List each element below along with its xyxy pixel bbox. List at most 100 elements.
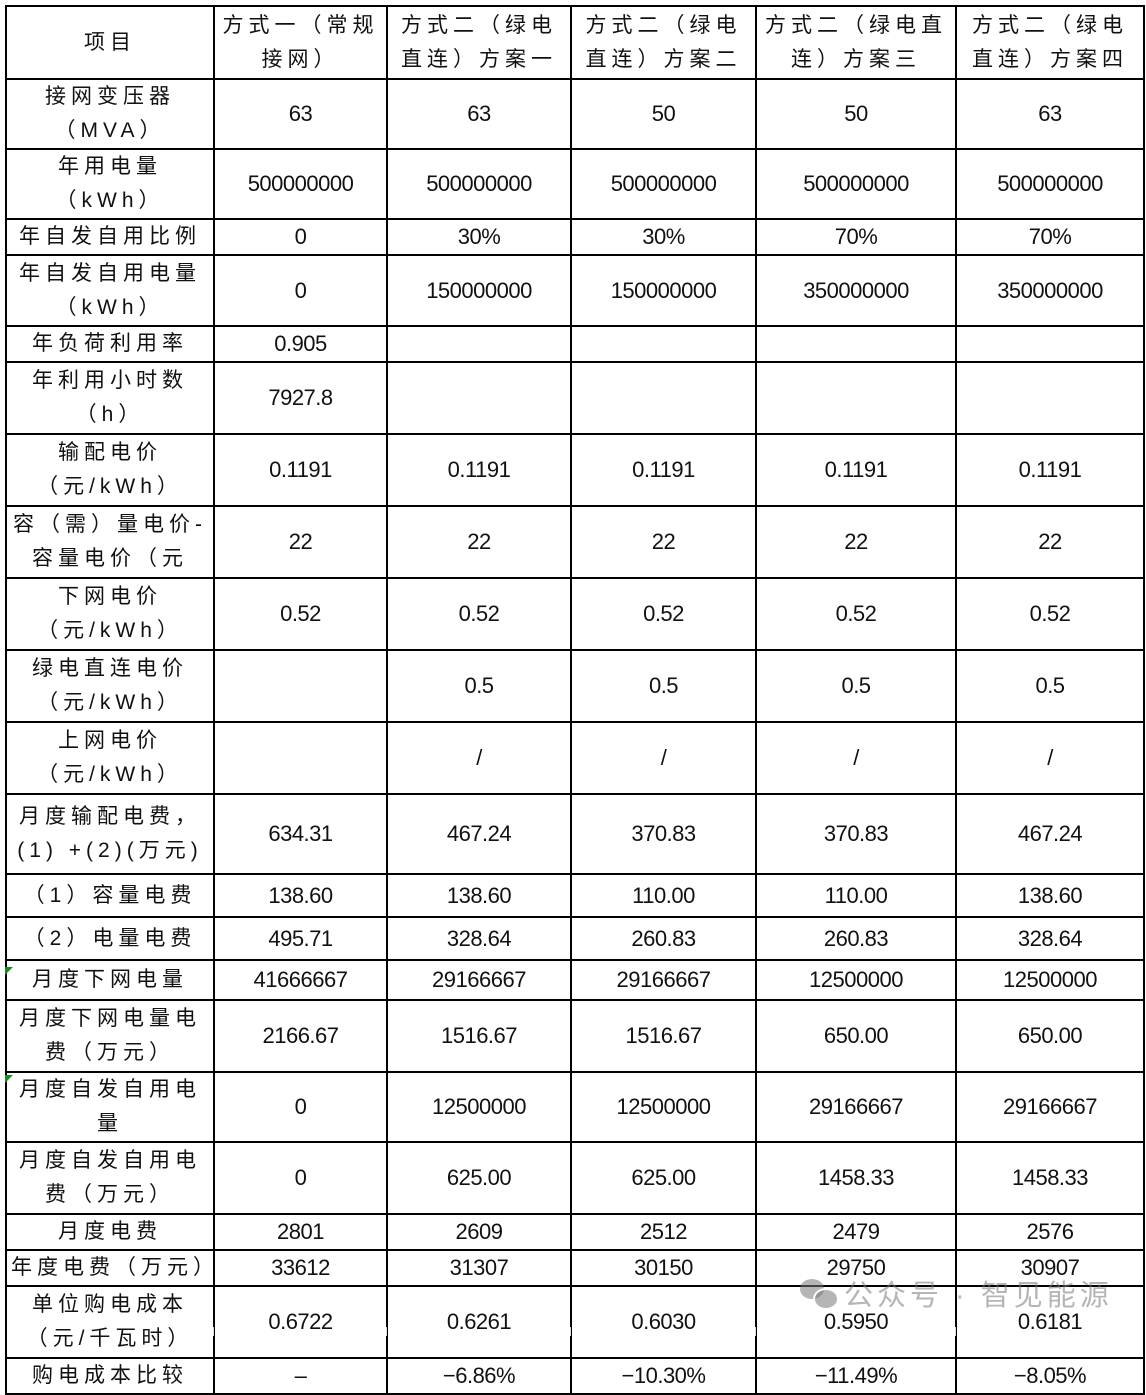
table-cell: 0 [213,218,388,256]
table-cell: 30150 [570,1249,757,1287]
table-cell: 70% [755,218,957,256]
table-cell: 467.24 [386,793,572,875]
table-cell: 260.83 [755,916,957,961]
table-cell: 1516.67 [386,999,572,1073]
table-row: 年负荷利用率 0.905 [5,325,1145,363]
row-label: 购电成本比较 [5,1357,215,1395]
comment-marker [5,1075,13,1083]
table-cell: 0.5 [386,649,572,723]
table-cell: 2166.67 [213,999,388,1073]
row-label: 接网变压器（MVA） [5,78,215,150]
row-label: 年自发自用比例 [5,218,215,256]
table-cell: −8.05% [955,1357,1145,1395]
table-cell: 138.60 [213,873,388,918]
table-cell [570,361,757,435]
watermark: 公众号 · 智见能源 [800,1272,1113,1314]
table-cell: 370.83 [570,793,757,875]
row-label: 年度电费（万元） [5,1249,215,1287]
table-cell [955,361,1145,435]
table-cell: 2801 [213,1213,388,1251]
table-row: 月度自发自用电费（万元） 0 625.00 625.00 1458.33 1458.33 [5,1141,1145,1215]
table-cell [213,721,388,795]
watermark-text: 公众号 · 智见能源 [844,1280,1113,1312]
table-cell: 63 [213,78,388,150]
table-cell: – [213,1357,388,1395]
table-cell: 63 [386,78,572,150]
table-cell: −10.30% [570,1357,757,1395]
table-cell: 0 [213,1071,388,1143]
table-cell [386,361,572,435]
table-cell: 110.00 [570,873,757,918]
table-cell: 0.1191 [386,433,572,507]
table-cell: 0.1191 [755,433,957,507]
row-label: （1）容量电费 [5,873,215,918]
table-row: 购电成本比较 – −6.86% −10.30% −11.49% −8.05% [5,1357,1145,1395]
column-header: 方式二（绿电直连）方案四 [955,5,1145,80]
table-cell: 0.6722 [213,1285,388,1359]
row-label: 月度自发自用电量 [5,1071,215,1143]
table-cell: 22 [755,505,957,579]
table-row: （1）容量电费 138.60 138.60 110.00 110.00 138.60 [5,873,1145,918]
column-header: 方式二（绿电直连）方案一 [386,5,572,80]
table-cell: 2512 [570,1213,757,1251]
comparison-table: 项目 方式一（常规接网） 方式二（绿电直连）方案一 方式二（绿电直连）方案二 方式二（绿… [5,5,1145,1395]
table-row: 月度电费 2801 2609 2512 2479 2576 [5,1213,1145,1251]
table-cell: 12500000 [386,1071,572,1143]
row-label: 下网电价（元/kWh） [5,577,215,651]
table-cell: 260.83 [570,916,757,961]
table-cell: 0.52 [955,577,1145,651]
table-cell: 110.00 [755,873,957,918]
row-label: 月度电费 [5,1213,215,1251]
table-cell: 63 [955,78,1145,150]
table-cell: 500000000 [570,148,757,220]
item-column-header: 项目 [5,5,215,80]
table-cell: 30% [386,218,572,256]
row-label: 上网电价（元/kWh） [5,721,215,795]
table-cell: 500000000 [386,148,572,220]
table-cell: 0.52 [386,577,572,651]
table-cell: 495.71 [213,916,388,961]
table-row: 月度下网电量 41666667 29166667 29166667 12500000 12… [5,959,1145,1001]
row-label: 月度下网电量电费（万元） [5,999,215,1073]
table-cell: 650.00 [755,999,957,1073]
table-cell: / [570,721,757,795]
table-cell: 33612 [213,1249,388,1287]
table-cell: 0.905 [213,325,388,363]
table-cell: / [386,721,572,795]
table-cell: 0.6030 [570,1285,757,1359]
table-row: 容（需）量电价-容量电价（元 22 22 22 22 22 [5,505,1145,579]
table-cell: −6.86% [386,1357,572,1395]
table-cell: 150000000 [386,254,572,327]
table-row: 月度下网电量电费（万元） 2166.67 1516.67 1516.67 650.00 6… [5,999,1145,1073]
table-row: 下网电价（元/kWh） 0.52 0.52 0.52 0.52 0.52 [5,577,1145,651]
table-row: 年用电量（kWh） 500000000 500000000 500000000 5000… [5,148,1145,220]
table-cell: 2609 [386,1213,572,1251]
table-cell: 22 [386,505,572,579]
table-cell: −11.49% [755,1357,957,1395]
table-cell: 634.31 [213,793,388,875]
table-cell: 30907 [955,1249,1145,1287]
table-cell: 328.64 [955,916,1145,961]
column-header: 方式一（常规接网） [213,5,388,80]
table-cell: 370.83 [755,793,957,875]
gridline [955,1327,956,1336]
table-row: 年自发自用比例 0 30% 30% 70% 70% [5,218,1145,256]
table-cell: 31307 [386,1249,572,1287]
table-cell: 0.1191 [955,433,1145,507]
table-cell [213,649,388,723]
table-cell: 2576 [955,1213,1145,1251]
comment-marker [5,967,13,975]
table-cell: 12500000 [755,959,957,1001]
table-cell: / [955,721,1145,795]
table-cell: 2479 [755,1213,957,1251]
table-cell: 12500000 [955,959,1145,1001]
table-cell: 467.24 [955,793,1145,875]
table-row: （2）电量电费 495.71 328.64 260.83 260.83 328.64 [5,916,1145,961]
table-cell: 500000000 [213,148,388,220]
table-cell: 0.6261 [386,1285,572,1359]
table-cell: 1516.67 [570,999,757,1073]
table-cell: 0.52 [213,577,388,651]
row-label: 绿电直连电价（元/kWh） [5,649,215,723]
table-cell: 22 [955,505,1145,579]
table-cell: 0.1191 [570,433,757,507]
